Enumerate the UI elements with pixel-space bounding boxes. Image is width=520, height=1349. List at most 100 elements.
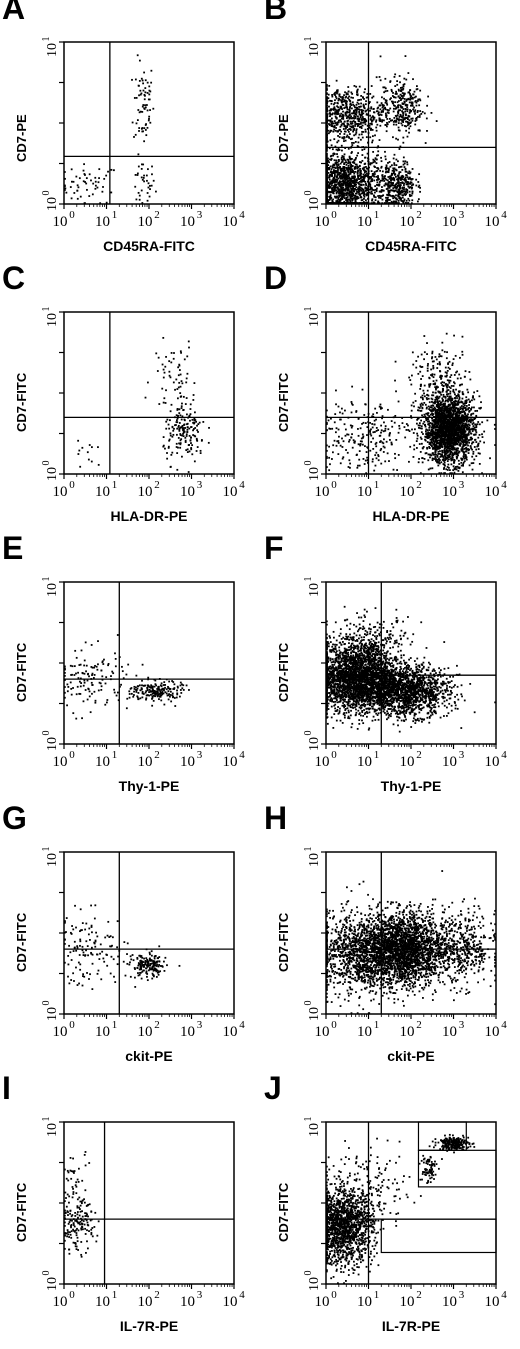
event-dot [478, 452, 481, 455]
event-dot [78, 177, 81, 180]
event-dot [387, 184, 390, 187]
event-dot [392, 120, 395, 123]
event-dot [352, 180, 354, 183]
event-dot [458, 414, 461, 417]
event-dot [402, 163, 405, 166]
event-dot [387, 167, 390, 170]
event-dot [440, 472, 443, 475]
event-dot [441, 400, 444, 402]
event-dot [380, 111, 383, 114]
event-dot [363, 169, 365, 172]
event-dot [331, 184, 333, 187]
event-dot [405, 174, 408, 177]
event-dot [328, 105, 330, 108]
event-dot [427, 453, 430, 456]
event-dot [169, 419, 171, 422]
event-dot [396, 101, 399, 104]
event-dot [446, 460, 449, 462]
event-dot [325, 138, 328, 141]
event-dot [365, 96, 368, 99]
event-dot [372, 150, 375, 153]
event-dot [359, 122, 362, 125]
event-dot [418, 116, 421, 118]
event-dot [336, 190, 339, 193]
event-dot [347, 170, 350, 172]
event-dot [167, 447, 170, 449]
event-dot [334, 95, 337, 98]
event-dot [401, 176, 403, 178]
event-dot [325, 183, 328, 186]
event-dot [355, 113, 358, 116]
event-dot [458, 409, 461, 412]
event-dot [344, 130, 347, 133]
event-dot [138, 80, 141, 82]
event-dot [343, 94, 345, 97]
event-dot [338, 166, 340, 169]
event-dot [392, 187, 395, 190]
event-dot [381, 189, 384, 192]
event-dot [392, 157, 395, 160]
event-dot [369, 109, 371, 112]
event-dot [415, 104, 418, 107]
event-dot [444, 430, 447, 433]
event-dot [420, 419, 422, 422]
event-dot [335, 191, 338, 194]
event-dot [326, 113, 328, 116]
event-dot [337, 99, 340, 102]
event-dot [403, 188, 405, 191]
event-dot [462, 403, 465, 405]
event-dot [444, 428, 447, 430]
event-dot [364, 174, 367, 176]
event-dot [148, 195, 151, 198]
event-dot [344, 147, 347, 149]
event-dot [415, 88, 418, 91]
event-dot [390, 202, 393, 205]
event-dot [398, 118, 400, 121]
event-dot [467, 408, 469, 411]
event-dot [448, 434, 451, 437]
event-dot [439, 435, 442, 438]
event-dot [382, 110, 384, 113]
event-dot [374, 160, 376, 163]
event-dot [395, 164, 398, 167]
event-dot [326, 115, 329, 118]
event-dot [331, 120, 334, 123]
event-dot [409, 194, 411, 197]
event-dot [399, 115, 402, 117]
event-dot [325, 160, 328, 162]
event-dot [366, 172, 368, 175]
event-dot [411, 119, 414, 122]
event-dot [355, 156, 357, 159]
event-dot [195, 450, 198, 452]
event-dot [476, 445, 479, 448]
event-dot [453, 401, 456, 404]
event-dot [146, 192, 149, 194]
event-dot [397, 110, 400, 113]
event-dot [336, 202, 338, 204]
event-dot [387, 192, 390, 195]
event-dot [373, 202, 376, 205]
event-dot [455, 457, 458, 460]
event-dot [364, 182, 367, 185]
event-dot [399, 113, 402, 116]
event-dot [403, 101, 406, 104]
event-dot [451, 403, 454, 405]
event-dot [363, 98, 365, 100]
event-dot [394, 101, 397, 104]
event-dot [330, 191, 333, 194]
event-dot [445, 439, 448, 442]
event-dot [469, 445, 472, 447]
event-dot [340, 182, 343, 185]
event-dot [373, 111, 375, 114]
event-dot [430, 440, 433, 443]
event-dot [336, 149, 339, 152]
event-dot [167, 445, 170, 448]
event-dot [359, 113, 362, 116]
event-dot [387, 185, 390, 188]
event-dot [471, 419, 474, 422]
event-dot [428, 415, 431, 418]
x-tick-label: 10 [485, 484, 500, 500]
event-dot [357, 136, 360, 139]
event-dot [325, 93, 328, 95]
event-dot [332, 152, 335, 155]
